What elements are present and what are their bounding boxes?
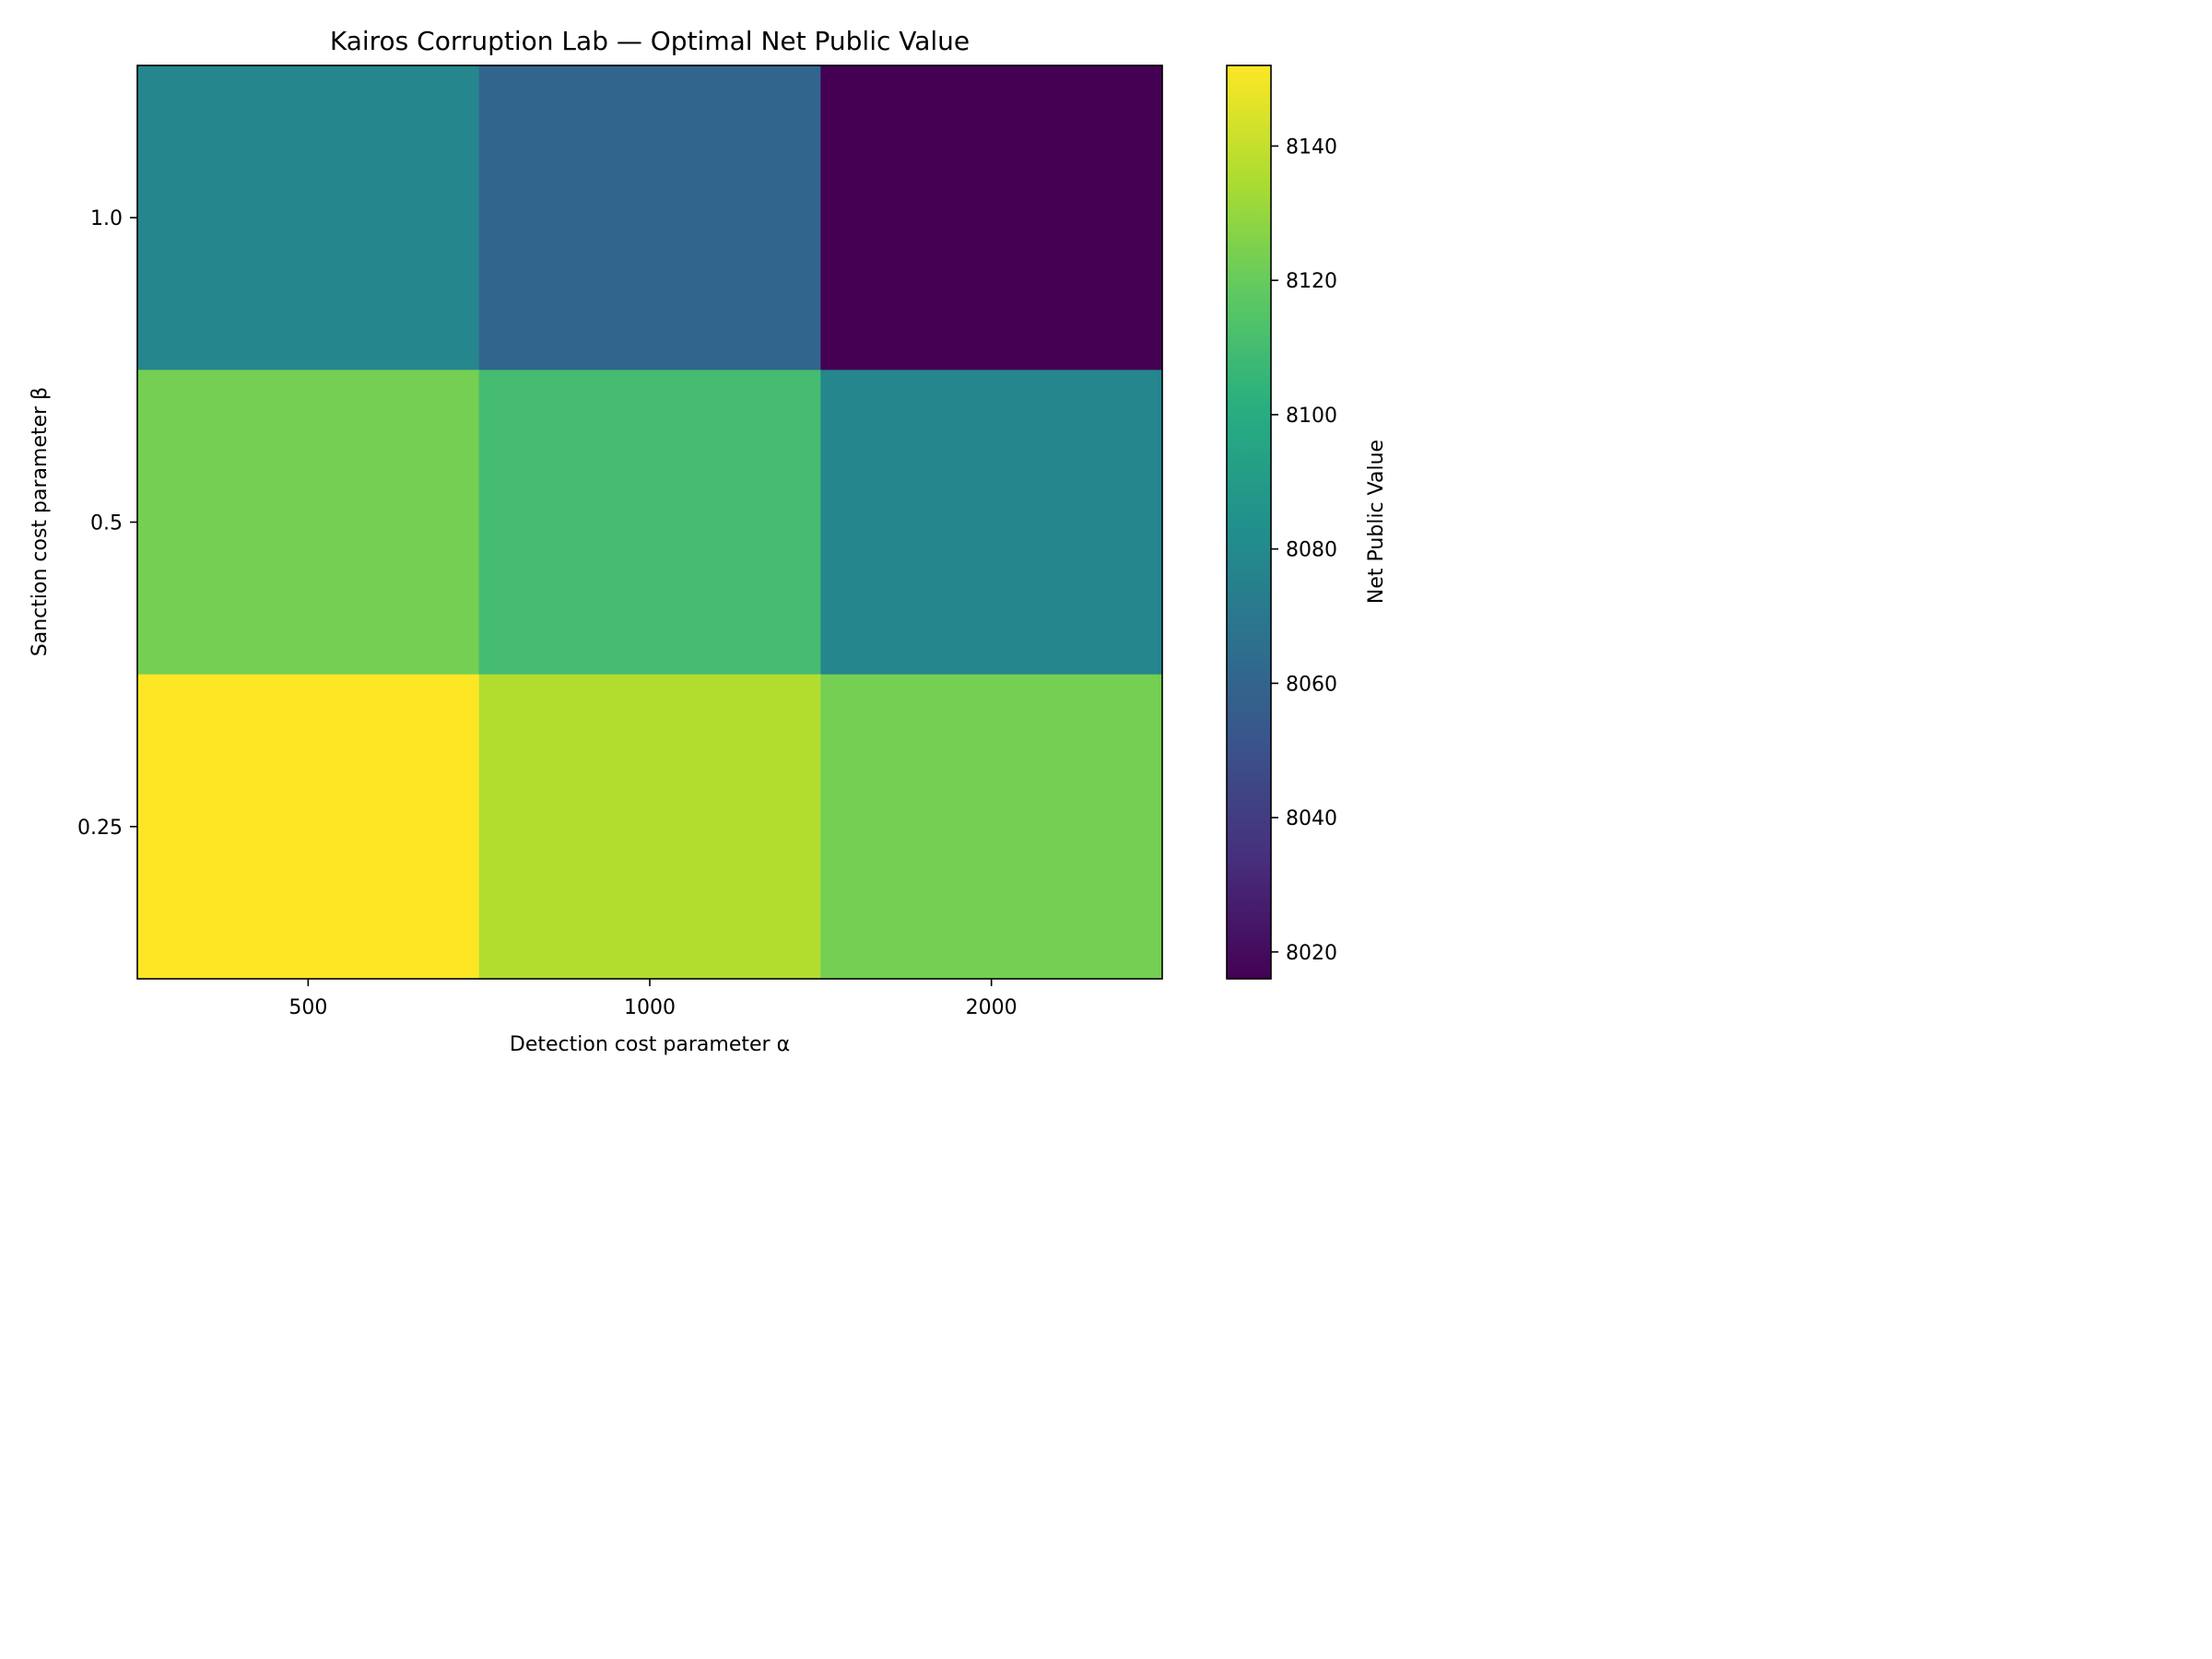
- x-tick-label: 2000: [966, 996, 1018, 1019]
- x-tick-label: 500: [288, 996, 327, 1019]
- heatmap-cell-r1-c2: [820, 370, 1163, 676]
- heatmap-chart: Kairos Corruption Lab — Optimal Net Publ…: [0, 0, 1426, 1069]
- colorbar-tick-label: 8080: [1286, 539, 1337, 562]
- colorbar-ticks: 8020 8040 8060 8080 8100 8120 8140: [1271, 135, 1337, 965]
- y-tick-label: 0.5: [90, 512, 123, 535]
- y-axis-label: Sanction cost parameter β: [29, 387, 52, 656]
- heatmap-cell-r1-c1: [478, 370, 821, 676]
- heatmap-cells: [137, 65, 1163, 980]
- x-tick-label: 1000: [624, 996, 676, 1019]
- y-axis-ticks: 1.0 0.5 0.25: [77, 207, 137, 840]
- heatmap-cell-r0-c1: [478, 65, 821, 371]
- heatmap-cell-r2-c2: [820, 674, 1163, 980]
- colorbar-gradient: [1227, 65, 1271, 979]
- colorbar-tick-label: 8040: [1286, 807, 1337, 830]
- heatmap-cell-r2-c0: [137, 674, 480, 980]
- colorbar: 8020 8040 8060 8080 8100 8120 8140 Net Public …: [1226, 65, 1388, 980]
- chart-title: Kairos Corruption Lab — Optimal Net Publ…: [330, 26, 970, 56]
- colorbar-tick-label: 8140: [1286, 135, 1337, 159]
- x-axis-label: Detection cost parameter α: [510, 1033, 790, 1056]
- y-tick-label: 1.0: [90, 207, 123, 230]
- colorbar-tick-label: 8100: [1286, 405, 1337, 428]
- chart-svg: Kairos Corruption Lab — Optimal Net Publ…: [29, 26, 1388, 1056]
- colorbar-frame: [1226, 65, 1272, 980]
- heatmap-cell-r0-c2: [820, 65, 1163, 371]
- y-tick-label: 0.25: [77, 817, 123, 840]
- colorbar-label: Net Public Value: [1365, 440, 1388, 604]
- x-axis-ticks: 500 1000 2000: [288, 979, 1018, 1019]
- colorbar-tick-label: 8120: [1286, 270, 1337, 293]
- colorbar-tick-label: 8020: [1286, 942, 1337, 965]
- heatmap-cell-r0-c0: [137, 65, 480, 371]
- colorbar-tick-label: 8060: [1286, 673, 1337, 696]
- heatmap-cell-r2-c1: [478, 674, 821, 980]
- heatmap-cell-r1-c0: [137, 370, 480, 676]
